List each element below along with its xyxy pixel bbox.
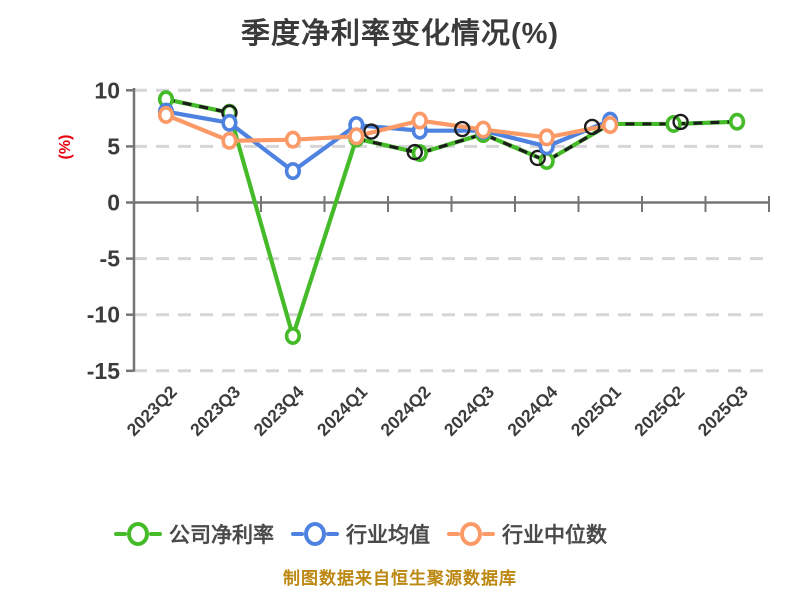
y-tick-label: 0: [107, 190, 120, 216]
series-marker-industry-median: [221, 131, 238, 150]
data-source-note: 制图数据来自恒生聚源数据库: [283, 569, 517, 588]
x-category-label: 2024Q1: [313, 382, 371, 440]
series-marker-industry-mean: [221, 113, 238, 132]
legend: 公司净利率 行业均值 行业中位数: [114, 519, 607, 549]
overlay-ring-marker: [583, 118, 601, 136]
chart-title: 季度净利率变化情况(%): [240, 18, 560, 50]
legend-item-company-net-margin[interactable]: 公司净利率: [114, 519, 274, 549]
y-tick-label: -15: [87, 358, 120, 384]
y-tick-label: -10: [87, 302, 120, 328]
series-line-industry-median: [165, 113, 611, 143]
series-marker-industry-median: [348, 127, 365, 146]
series-marker-company: [728, 112, 746, 131]
x-category-label: 2025Q1: [567, 382, 625, 440]
x-category-label: 2024Q4: [503, 382, 561, 440]
series-marker-company: [284, 327, 302, 346]
x-category-label: 2025Q3: [694, 382, 752, 440]
series-line-company: [165, 97, 738, 339]
x-category-label: 2023Q4: [250, 382, 308, 440]
legend-line-dot-icon: [447, 522, 495, 546]
x-category-label: 2024Q2: [376, 382, 434, 440]
y-tick-label: 10: [94, 77, 120, 103]
series-marker-industry-median: [602, 116, 619, 135]
series-marker-company: [538, 151, 555, 170]
legend-item-industry-median[interactable]: 行业中位数: [447, 519, 607, 549]
series-marker-industry-mean: [284, 162, 302, 181]
y-tick-label: 5: [107, 133, 120, 159]
series-marker-industry-median: [411, 111, 428, 130]
x-category-label: 2024Q3: [440, 382, 498, 440]
overlay-ring-marker: [672, 113, 689, 131]
series-marker-industry-median: [538, 128, 555, 147]
legend-line-dot-icon: [291, 522, 339, 546]
series-marker-industry-median: [157, 105, 175, 124]
x-category-label: 2023Q2: [123, 382, 181, 440]
overlay-ring-marker: [454, 120, 471, 138]
legend-label: 行业中位数: [502, 524, 607, 547]
legend-label: 公司净利率: [169, 524, 274, 547]
y-tick-label: -5: [100, 246, 121, 272]
series-marker-industry-median: [284, 130, 302, 149]
legend-item-industry-mean[interactable]: 行业均值: [291, 519, 430, 549]
overlay-ring-marker: [529, 149, 546, 167]
overlay-ring-marker: [363, 123, 380, 140]
legend-label: 行业均值: [346, 524, 430, 547]
overlay-ring-marker: [406, 143, 423, 161]
x-category-label: 2023Q3: [186, 382, 244, 440]
series-marker-industry-median: [475, 120, 492, 139]
series-overlay-dashed-line: [165, 97, 230, 115]
y-axis-unit-label: (%): [57, 135, 74, 160]
legend-line-dot-icon: [114, 522, 162, 546]
x-category-label: 2025Q2: [630, 382, 688, 440]
